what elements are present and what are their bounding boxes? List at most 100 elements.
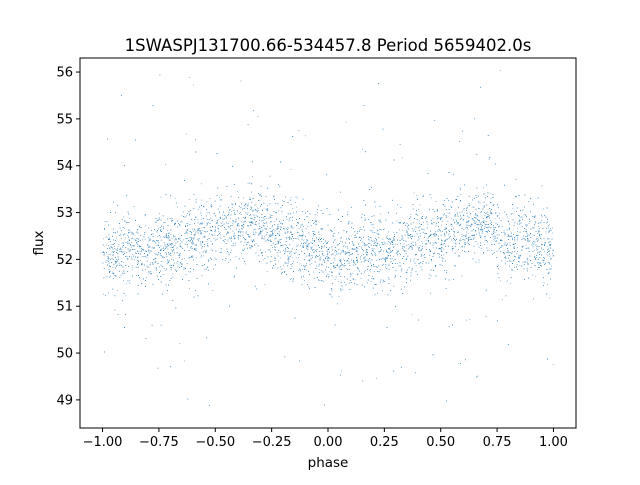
data-point <box>355 251 357 252</box>
data-point <box>296 262 298 263</box>
data-point <box>253 241 255 242</box>
data-point <box>340 253 342 255</box>
data-point <box>386 268 388 269</box>
data-point <box>296 245 298 247</box>
data-point <box>504 242 506 243</box>
data-point <box>493 204 495 205</box>
data-point <box>495 240 497 242</box>
data-point <box>137 243 138 245</box>
data-point <box>395 275 396 277</box>
data-point <box>219 211 220 212</box>
data-point <box>348 260 350 262</box>
data-point <box>334 279 336 280</box>
data-point <box>460 240 462 241</box>
data-point <box>466 224 467 226</box>
data-point <box>307 246 308 247</box>
data-point <box>549 244 551 245</box>
data-point <box>174 239 176 241</box>
data-point <box>281 211 283 213</box>
data-point <box>163 268 165 270</box>
data-point <box>438 222 439 223</box>
data-point <box>537 268 538 270</box>
data-point <box>299 269 301 270</box>
data-point <box>171 273 173 275</box>
data-point <box>339 243 340 244</box>
data-point <box>230 228 231 230</box>
data-point <box>330 262 331 264</box>
data-point <box>139 247 141 249</box>
data-point <box>189 77 190 78</box>
data-point <box>549 263 550 265</box>
data-point <box>294 317 296 319</box>
data-point <box>552 253 553 254</box>
data-point <box>112 267 114 268</box>
data-point <box>388 264 390 266</box>
data-point <box>278 233 280 235</box>
data-point <box>169 280 171 281</box>
data-point <box>478 261 480 263</box>
data-point <box>441 251 442 253</box>
data-point <box>309 259 310 261</box>
data-point <box>218 234 219 236</box>
data-point <box>411 314 413 316</box>
data-point <box>429 248 430 250</box>
data-point <box>468 205 470 207</box>
data-point <box>106 248 108 249</box>
data-point <box>201 218 202 220</box>
data-point <box>343 250 344 252</box>
data-point <box>344 253 346 255</box>
data-point <box>126 256 128 257</box>
data-point <box>338 244 339 246</box>
data-point <box>518 258 520 259</box>
data-point <box>413 192 415 194</box>
data-point <box>207 266 209 268</box>
data-point <box>145 280 147 281</box>
data-point <box>406 244 408 246</box>
data-point <box>394 277 396 278</box>
data-point <box>442 260 443 262</box>
data-point <box>412 241 414 243</box>
data-point <box>480 248 482 249</box>
data-point <box>448 325 450 327</box>
data-point <box>243 248 245 250</box>
data-point <box>128 231 130 233</box>
data-point <box>308 232 310 234</box>
data-point <box>259 228 261 229</box>
data-point <box>473 245 475 247</box>
data-point <box>187 398 189 400</box>
data-point <box>249 244 251 246</box>
data-point <box>549 250 550 252</box>
data-point <box>415 265 417 266</box>
data-point <box>446 232 448 234</box>
data-point <box>517 269 519 270</box>
data-point <box>363 242 365 244</box>
data-point <box>395 275 396 277</box>
data-point <box>137 246 138 247</box>
data-point <box>442 230 443 232</box>
data-point <box>410 246 412 248</box>
data-point <box>151 262 153 264</box>
data-point <box>281 245 282 246</box>
data-point <box>410 258 412 260</box>
data-point <box>284 232 286 234</box>
data-point <box>516 231 518 233</box>
data-point <box>306 216 308 218</box>
data-point <box>137 256 139 257</box>
data-point <box>239 212 241 214</box>
data-point <box>539 228 540 229</box>
data-point <box>378 271 380 273</box>
data-point <box>490 201 492 203</box>
data-point <box>292 208 294 209</box>
data-point <box>326 174 327 176</box>
data-point <box>522 218 524 220</box>
data-point <box>129 218 130 219</box>
data-point <box>429 254 430 256</box>
data-point <box>137 244 139 246</box>
data-point <box>239 258 240 260</box>
data-point <box>468 237 469 239</box>
data-point <box>352 272 354 274</box>
data-point <box>345 260 347 262</box>
data-point <box>482 218 484 219</box>
data-point <box>445 228 447 230</box>
data-point <box>466 221 467 223</box>
